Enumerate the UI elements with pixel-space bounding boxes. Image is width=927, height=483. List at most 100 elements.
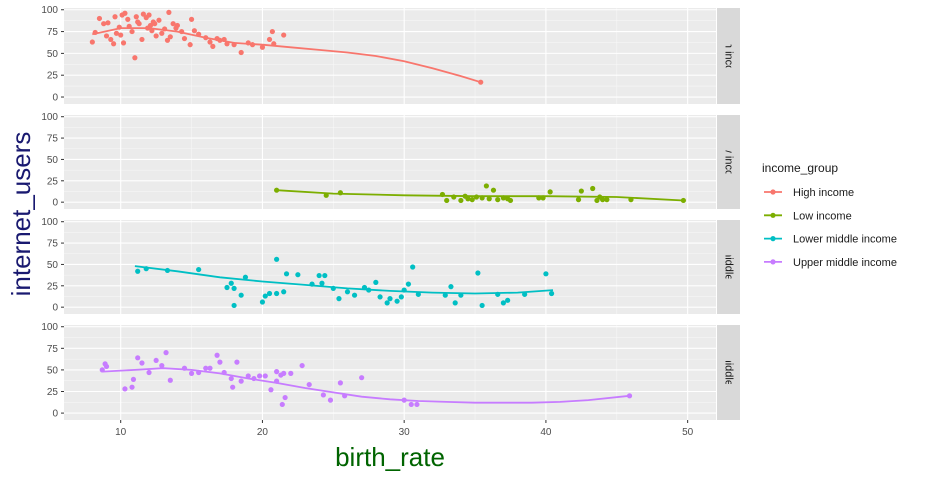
data-point bbox=[242, 274, 249, 280]
data-point bbox=[327, 397, 334, 403]
data-point bbox=[274, 256, 280, 262]
data-point bbox=[543, 271, 549, 277]
data-point bbox=[125, 16, 131, 22]
data-point bbox=[469, 197, 475, 203]
data-point bbox=[336, 296, 342, 302]
data-point bbox=[207, 365, 213, 371]
facet-strip bbox=[717, 115, 740, 209]
data-point bbox=[590, 185, 596, 192]
y-axis-title: internet_users bbox=[6, 132, 36, 297]
data-point bbox=[112, 14, 118, 20]
data-point bbox=[129, 28, 135, 35]
data-point bbox=[373, 279, 379, 285]
data-point bbox=[448, 284, 454, 290]
data-point bbox=[490, 187, 497, 193]
data-point bbox=[156, 17, 162, 23]
data-point bbox=[575, 197, 582, 203]
y-tick-label: 25 bbox=[47, 176, 59, 187]
data-point bbox=[281, 370, 287, 376]
data-point bbox=[299, 362, 305, 369]
x-tick-label: 50 bbox=[682, 427, 694, 438]
y-tick-label: 75 bbox=[47, 27, 59, 38]
data-point bbox=[217, 359, 223, 365]
x-tick-label: 10 bbox=[115, 427, 127, 438]
data-point bbox=[224, 284, 230, 291]
data-point bbox=[269, 28, 275, 35]
data-point bbox=[414, 401, 420, 408]
y-tick-label: 50 bbox=[47, 155, 59, 166]
data-point bbox=[135, 355, 141, 361]
data-point bbox=[228, 280, 234, 286]
data-point bbox=[600, 197, 606, 203]
data-point bbox=[238, 378, 244, 384]
data-point bbox=[135, 268, 141, 274]
facet-strip-label: High income bbox=[723, 25, 735, 86]
data-point bbox=[163, 350, 169, 356]
data-point bbox=[101, 21, 107, 27]
data-point bbox=[89, 39, 95, 45]
data-point bbox=[408, 401, 414, 408]
y-tick-label: 50 bbox=[47, 365, 59, 376]
data-point bbox=[262, 373, 268, 379]
x-tick-label: 20 bbox=[257, 427, 269, 438]
data-point bbox=[283, 271, 290, 277]
data-point bbox=[505, 297, 511, 303]
x-tick-label: 30 bbox=[399, 427, 411, 438]
x-axis-title: birth_rate bbox=[335, 442, 445, 472]
trend-line bbox=[276, 189, 684, 202]
legend-label: Low income bbox=[793, 210, 852, 222]
data-point bbox=[130, 376, 137, 383]
legend-key-point bbox=[770, 189, 776, 195]
data-point bbox=[316, 272, 322, 279]
data-point bbox=[295, 272, 301, 278]
data-point bbox=[118, 32, 124, 38]
data-point bbox=[231, 285, 237, 291]
data-point bbox=[594, 197, 600, 204]
legend-label: Lower middle income bbox=[793, 234, 897, 246]
data-point bbox=[351, 292, 358, 298]
y-tick-label: 25 bbox=[47, 281, 59, 292]
facet-strip-label: Lower middle income bbox=[723, 215, 735, 319]
data-point bbox=[108, 36, 114, 43]
data-point bbox=[238, 292, 244, 298]
data-point bbox=[268, 387, 274, 393]
data-point bbox=[281, 32, 287, 38]
data-point bbox=[188, 16, 195, 22]
data-point bbox=[548, 290, 555, 297]
data-point bbox=[245, 373, 251, 379]
data-point bbox=[547, 189, 553, 195]
data-point bbox=[188, 370, 195, 376]
data-point bbox=[191, 28, 197, 34]
y-tick-label: 25 bbox=[47, 71, 59, 82]
data-point bbox=[282, 394, 288, 401]
data-point bbox=[262, 293, 268, 299]
trend-line bbox=[102, 367, 630, 404]
data-point bbox=[152, 21, 158, 27]
y-tick-label: 25 bbox=[47, 387, 59, 398]
y-tick-label: 75 bbox=[47, 134, 59, 145]
data-point bbox=[234, 359, 240, 365]
legend-label: High income bbox=[793, 187, 854, 199]
facet-strip bbox=[717, 325, 740, 420]
data-point bbox=[203, 365, 209, 371]
data-point bbox=[359, 375, 365, 381]
data-point bbox=[483, 183, 489, 189]
data-point bbox=[129, 384, 135, 390]
legend-key-point bbox=[770, 259, 776, 265]
data-point bbox=[132, 55, 138, 61]
data-point bbox=[442, 292, 448, 298]
y-tick-label: 0 bbox=[52, 303, 58, 314]
legend-key-point bbox=[770, 212, 776, 218]
data-point bbox=[444, 197, 450, 204]
y-tick-label: 0 bbox=[52, 93, 58, 104]
data-point bbox=[266, 36, 273, 43]
data-point bbox=[210, 43, 216, 50]
data-point bbox=[507, 197, 514, 204]
facet-strip-label: Upper middle income bbox=[723, 321, 735, 425]
data-point bbox=[187, 42, 193, 48]
data-point bbox=[394, 298, 400, 304]
y-tick-label: 0 bbox=[52, 409, 58, 420]
data-point bbox=[140, 11, 146, 17]
data-point bbox=[410, 264, 416, 270]
